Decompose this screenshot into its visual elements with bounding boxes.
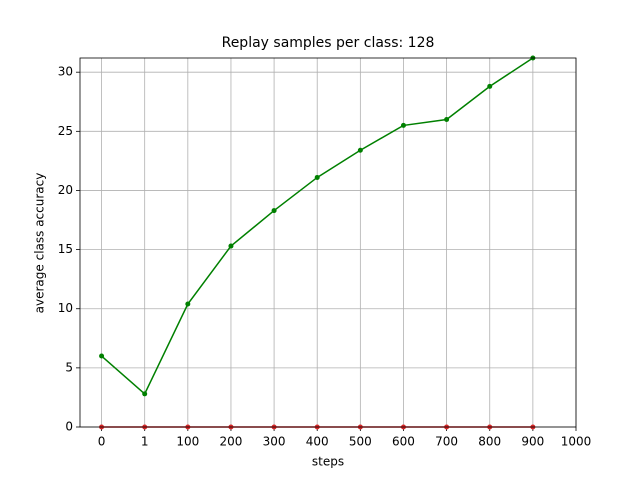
y-tick-label: 20 (58, 183, 73, 197)
data-point (228, 243, 234, 249)
y-axis-label: average class accuracy (33, 173, 47, 314)
plot-frame (79, 57, 577, 428)
data-point (185, 301, 191, 307)
x-axis-label: steps (312, 455, 344, 469)
y-tick-label: 30 (58, 65, 73, 79)
y-tick-label: 0 (65, 420, 73, 434)
x-tick-label: 800 (478, 435, 501, 449)
x-tick-label: 600 (392, 435, 415, 449)
x-tick-label: 200 (220, 435, 243, 449)
data-point (444, 117, 450, 122)
y-tick-label: 15 (58, 242, 73, 256)
x-tick-label: 900 (521, 435, 544, 449)
data-point (99, 353, 105, 359)
x-tick-label: 0 (98, 435, 106, 449)
data-point (487, 83, 493, 89)
y-tick-label: 25 (58, 124, 73, 138)
data-point (271, 208, 277, 214)
y-tick-label: 10 (58, 301, 73, 315)
y-tick-label: 5 (65, 360, 73, 374)
x-tick-label: 400 (306, 435, 329, 449)
x-tick-label: 1 (141, 435, 149, 449)
x-tick-label: 100 (176, 435, 199, 449)
x-tick-label: 300 (263, 435, 286, 449)
x-tick-label: 500 (349, 435, 372, 449)
data-point (314, 174, 320, 180)
x-tick-label: 1000 (561, 435, 592, 449)
data-point (400, 122, 406, 128)
data-point (142, 391, 148, 397)
data-point (357, 147, 363, 153)
chart-title: Replay samples per class: 128 (222, 35, 435, 51)
x-tick-label: 700 (435, 435, 458, 449)
